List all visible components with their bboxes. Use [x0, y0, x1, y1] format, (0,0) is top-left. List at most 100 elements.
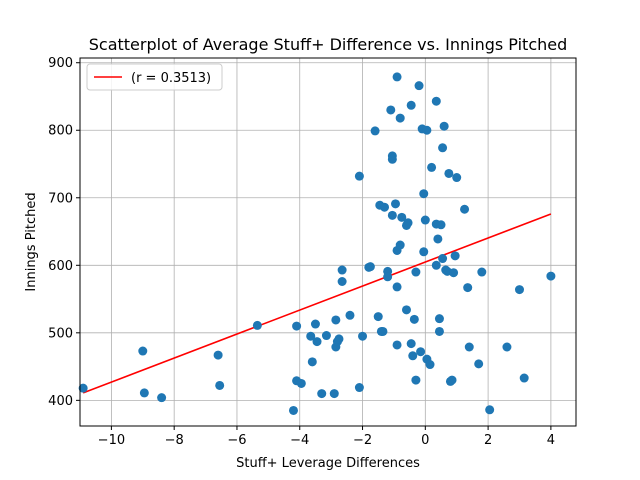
scatter-point: [252, 320, 262, 330]
scatter-point: [485, 405, 495, 415]
scatter-point: [292, 321, 302, 331]
scatter-point: [438, 254, 448, 264]
scatter-point: [431, 260, 441, 270]
y-tick-label: 700: [48, 191, 73, 206]
scatter-point: [392, 282, 402, 292]
x-tick-label: 0: [421, 433, 429, 448]
scatter-point: [380, 202, 390, 212]
scatter-point: [409, 314, 419, 324]
chart-title: Scatterplot of Average Stuff+ Difference…: [89, 35, 568, 54]
regression-line: [82, 213, 552, 394]
scatter-point: [436, 220, 446, 230]
scatter-point: [337, 277, 347, 287]
scatter-point: [434, 314, 444, 324]
scatter-point: [438, 143, 448, 153]
scatter-point: [447, 375, 457, 385]
y-axis-ticks: 400 500 600 700 800 900: [48, 56, 80, 409]
scatter-point: [425, 360, 435, 370]
scatter-point: [408, 351, 418, 361]
scatter-point: [345, 310, 355, 320]
plot-area-frame: [79, 57, 577, 427]
scatter-point: [502, 342, 512, 352]
legend-box: [86, 63, 223, 91]
x-tick-label: −8: [165, 433, 184, 448]
scatter-point: [334, 334, 344, 344]
legend: (r = 0.3513): [86, 63, 223, 91]
grid-lines: [80, 58, 576, 426]
y-tick-label: 600: [48, 259, 73, 274]
scatter-point: [406, 339, 416, 349]
scatter-point: [157, 393, 167, 403]
scatter-point: [310, 319, 320, 329]
scatter-point: [419, 247, 429, 257]
scatter-point: [392, 72, 402, 82]
x-tick-label: −6: [227, 433, 246, 448]
scatter-point: [213, 350, 223, 360]
x-axis-label: Stuff+ Leverage Differences: [236, 456, 420, 471]
x-tick-label: −10: [98, 433, 125, 448]
scatter-point: [288, 405, 298, 415]
scatter-point: [439, 121, 449, 131]
scatter-point: [452, 173, 462, 183]
scatter-point: [431, 96, 441, 106]
scatter-point: [378, 326, 388, 336]
scatter-point: [422, 125, 432, 135]
scatter-point: [386, 105, 396, 115]
x-tick-label: −2: [353, 433, 372, 448]
scatter-point: [383, 272, 393, 282]
legend-label: (r = 0.3513): [131, 71, 211, 86]
y-tick-label: 900: [48, 56, 73, 71]
scatter-point: [390, 199, 400, 209]
scatter-point: [365, 262, 375, 272]
scatter-point: [306, 331, 316, 341]
scatter-point: [354, 171, 364, 181]
scatter-point: [321, 331, 331, 341]
scatter-point: [387, 154, 397, 164]
scatter-point: [463, 283, 473, 293]
y-tick-label: 400: [48, 394, 73, 409]
scatter-point: [401, 305, 411, 315]
scatter-point: [78, 383, 88, 393]
y-axis-label: Innings Pitched: [24, 192, 39, 291]
scatter-point: [296, 378, 306, 388]
scatter-point: [139, 388, 149, 398]
scatter-point: [434, 326, 444, 336]
scatter-point: [416, 347, 426, 357]
x-tick-label: 2: [484, 433, 492, 448]
scatter-point: [331, 315, 341, 325]
scatter-point: [337, 265, 347, 275]
fit-line-layer: [82, 213, 552, 394]
scatter-point: [373, 312, 383, 322]
scatter-point: [317, 389, 327, 399]
scatter-point: [403, 218, 413, 228]
scatter-point: [370, 126, 380, 136]
scatter-point: [329, 389, 339, 399]
scatter-point: [395, 240, 405, 250]
scatter-point: [406, 100, 416, 110]
x-axis-ticks: −10 −8 −6 −4 −2 0 2 4: [98, 426, 555, 448]
scatter-point: [411, 375, 421, 385]
data-points: [78, 72, 556, 415]
scatter-point: [392, 340, 402, 350]
scatter-point: [449, 268, 459, 278]
scatter-point: [427, 162, 437, 172]
scatter-point: [354, 383, 364, 393]
scatter-point: [433, 234, 443, 244]
scatter-point: [395, 113, 405, 123]
scatter-point: [397, 212, 407, 222]
scatter-point: [444, 168, 454, 178]
x-tick-label: −4: [290, 433, 309, 448]
scatter-point: [519, 373, 529, 383]
scatter-point: [514, 285, 524, 295]
scatter-point: [477, 267, 487, 277]
scatter-point: [474, 359, 484, 369]
scatter-point: [419, 189, 429, 199]
scatter-point: [358, 331, 368, 341]
scatter-point: [546, 271, 556, 281]
scatter-point: [312, 337, 322, 347]
scatter-point: [307, 357, 317, 367]
scatter-point: [387, 210, 397, 220]
scatter-point: [464, 342, 474, 352]
scatter-point: [420, 215, 430, 225]
y-tick-label: 500: [48, 326, 73, 341]
